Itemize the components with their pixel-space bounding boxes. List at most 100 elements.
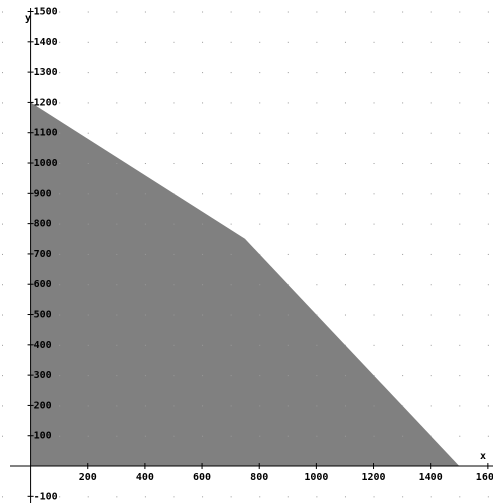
grid-dot [344, 193, 346, 195]
grid-dot [230, 41, 232, 43]
y-tick-label: 400 [34, 340, 52, 351]
grid-dot [202, 163, 204, 165]
grid-dot [116, 253, 118, 255]
grid-dot [402, 344, 404, 346]
grid-dot [173, 435, 175, 437]
grid-dot [430, 193, 432, 195]
grid-dot [402, 314, 404, 316]
grid-dot [373, 405, 375, 407]
grid-dot [59, 102, 61, 104]
grid-dot [173, 11, 175, 13]
grid-dot [116, 223, 118, 225]
grid-dot [59, 11, 61, 13]
grid-dot [487, 41, 489, 43]
grid-dot [202, 496, 204, 498]
grid-dot [173, 344, 175, 346]
grid-dot [430, 253, 432, 255]
grid-dot [59, 41, 61, 43]
grid-dot [173, 193, 175, 195]
grid-dot [87, 72, 89, 74]
grid-dot [373, 41, 375, 43]
grid-dot [430, 405, 432, 407]
grid-dot [144, 132, 146, 134]
grid-dot [230, 496, 232, 498]
grid-dot [144, 405, 146, 407]
grid-dot [287, 132, 289, 134]
grid-dot [202, 284, 204, 286]
grid-dot [173, 405, 175, 407]
grid-dot [202, 375, 204, 377]
grid-dot [487, 435, 489, 437]
grid-dot [144, 41, 146, 43]
grid-dot [59, 435, 61, 437]
grid-dot [402, 253, 404, 255]
grid-dot [116, 193, 118, 195]
grid-dot [373, 344, 375, 346]
grid-dot [287, 11, 289, 13]
grid-dot [430, 72, 432, 74]
grid-dot [87, 11, 89, 13]
grid-dot [116, 496, 118, 498]
grid-dot [373, 496, 375, 498]
grid-dots [2, 223, 489, 225]
grid-dot [316, 375, 318, 377]
grid-dot [87, 314, 89, 316]
grid-dot [344, 11, 346, 13]
grid-dot [202, 72, 204, 74]
grid-dot [2, 41, 4, 43]
grid-dot [230, 344, 232, 346]
grid-dot [2, 435, 4, 437]
grid-dot [373, 284, 375, 286]
grid-dot [459, 405, 461, 407]
grid-dot [116, 72, 118, 74]
grid-dot [487, 344, 489, 346]
grid-dot [230, 284, 232, 286]
grid-dot [173, 132, 175, 134]
grid-dot [116, 314, 118, 316]
grid-dot [2, 314, 4, 316]
grid-dot [316, 132, 318, 134]
x-tick-label: 600 [193, 472, 211, 483]
grid-dot [259, 375, 261, 377]
y-tick-label: 200 [34, 400, 52, 411]
grid-dot [87, 496, 89, 498]
grid-dot [402, 72, 404, 74]
grid-dot [173, 314, 175, 316]
grid-dot [259, 253, 261, 255]
shaded-region [30, 102, 460, 467]
x-tick-label: 200 [79, 472, 97, 483]
grid-dot [316, 344, 318, 346]
grid-dots [2, 375, 489, 377]
grid-dot [230, 132, 232, 134]
grid-dot [202, 132, 204, 134]
grid-dot [230, 253, 232, 255]
grid-dot [430, 344, 432, 346]
grid-dot [316, 496, 318, 498]
grid-dot [430, 223, 432, 225]
grid-dot [59, 375, 61, 377]
grid-dot [87, 41, 89, 43]
grid-dot [202, 405, 204, 407]
grid-dot [2, 223, 4, 225]
x-tick-label: 1400 [419, 472, 443, 483]
grid-dot [259, 435, 261, 437]
grid-dot [230, 375, 232, 377]
grid-dot [59, 405, 61, 407]
grid-dot [373, 11, 375, 13]
grid-dot [87, 102, 89, 104]
grid-dot [459, 284, 461, 286]
grid-dot [373, 375, 375, 377]
grid-dot [87, 193, 89, 195]
x-tick-label: 1600 [476, 472, 493, 483]
x-tick-label: 800 [250, 472, 268, 483]
grid-dot [2, 253, 4, 255]
grid-dot [144, 284, 146, 286]
grid-dot [259, 405, 261, 407]
grid-dot [344, 405, 346, 407]
grid-dot [202, 253, 204, 255]
grid-dot [116, 132, 118, 134]
grid-dot [59, 132, 61, 134]
grid-dot [59, 496, 61, 498]
grid-dot [373, 314, 375, 316]
grid-dot [259, 41, 261, 43]
